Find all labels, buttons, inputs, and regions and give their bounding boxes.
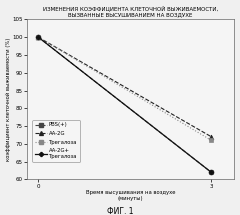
X-axis label: Время высушивания на воздухе
(минуты): Время высушивания на воздухе (минуты) xyxy=(86,190,175,201)
Text: ФИГ. 1: ФИГ. 1 xyxy=(107,207,133,215)
Legend: PBS(+), AA-2G, Трегалоза, AA-2G+
Трегалоза: PBS(+), AA-2G, Трегалоза, AA-2G+ Трегало… xyxy=(32,120,80,162)
Y-axis label: коэффициент клеточной выживаемости (%): коэффициент клеточной выживаемости (%) xyxy=(6,38,11,161)
Title: ИЗМЕНЕНИЯ КОЭФФИЦИЕНТА КЛЕТОЧНОЙ ВЫЖИВАЕМОСТИ,
ВЫЗВАННЫЕ ВЫСУШИВАНИЕМ НА ВОЗДУХЕ: ИЗМЕНЕНИЯ КОЭФФИЦИЕНТА КЛЕТОЧНОЙ ВЫЖИВАЕ… xyxy=(43,6,218,18)
